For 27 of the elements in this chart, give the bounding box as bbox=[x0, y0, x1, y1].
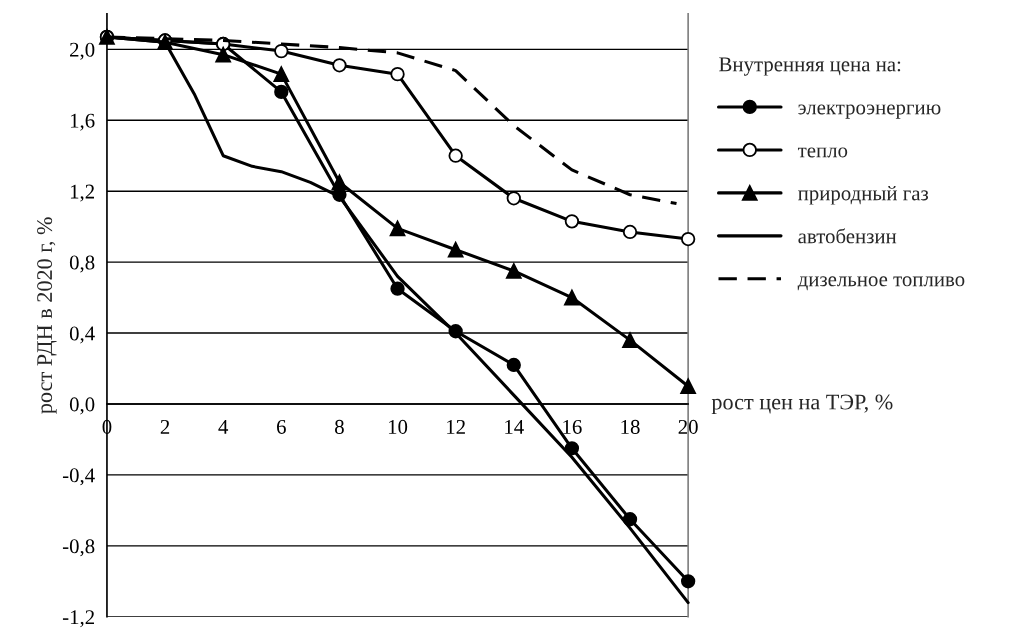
y-tick-label: 0,0 bbox=[69, 397, 95, 415]
x-tick-label: 2 bbox=[160, 419, 170, 434]
legend-label: автобензин bbox=[798, 228, 897, 244]
x-tick-label: 14 bbox=[505, 419, 524, 434]
y-tick-label: 1,6 bbox=[70, 113, 95, 131]
legend-label: тепло bbox=[797, 147, 848, 158]
x-tick-label: 20 bbox=[678, 419, 698, 434]
x-tick-label: 4 bbox=[218, 420, 229, 434]
legend-label: природный газ bbox=[798, 185, 929, 205]
x-axis-title: рост цен на ТЭР, % bbox=[711, 394, 893, 415]
y-tick-label: -0,8 bbox=[62, 539, 95, 557]
y-tick-label: -0,4 bbox=[62, 468, 95, 486]
x-tick-label: 8 bbox=[335, 419, 344, 434]
y-axis-title: рост РДН в 2020 г, % bbox=[37, 217, 57, 414]
y-tick-label: 0,8 bbox=[69, 255, 95, 273]
x-tick-label: 16 bbox=[563, 419, 582, 434]
legend-title: Внутренняя цена на: bbox=[719, 57, 901, 76]
x-tick-label: 10 bbox=[388, 419, 408, 434]
y-tick-label: -1,2 bbox=[62, 610, 94, 628]
y-tick-label: 1,2 bbox=[70, 184, 94, 202]
legend-label: электроэнергию bbox=[798, 104, 941, 119]
y-tick-label: 2,0 bbox=[70, 42, 95, 60]
x-tick-label: 6 bbox=[277, 419, 286, 434]
x-tick-label: 18 bbox=[621, 419, 640, 434]
x-tick-label: 12 bbox=[447, 419, 465, 434]
legend-label: дизельное топливо bbox=[797, 276, 965, 291]
y-tick-label: 0,4 bbox=[69, 326, 95, 344]
